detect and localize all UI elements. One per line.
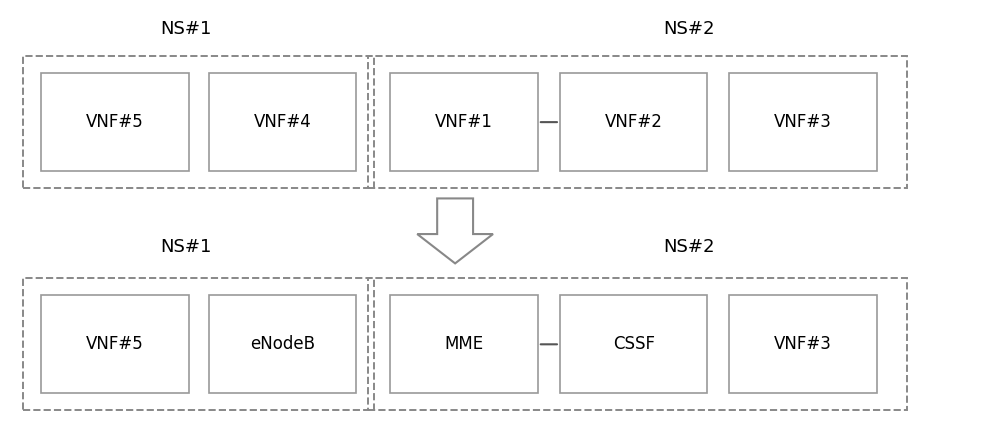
- FancyBboxPatch shape: [729, 295, 877, 393]
- FancyBboxPatch shape: [209, 73, 356, 171]
- Text: VNF#1: VNF#1: [435, 113, 493, 131]
- FancyBboxPatch shape: [390, 73, 538, 171]
- FancyBboxPatch shape: [41, 73, 189, 171]
- Text: NS#1: NS#1: [160, 238, 212, 256]
- FancyBboxPatch shape: [729, 73, 877, 171]
- Text: VNF#3: VNF#3: [774, 113, 832, 131]
- FancyBboxPatch shape: [390, 295, 538, 393]
- FancyBboxPatch shape: [41, 295, 189, 393]
- Text: VNF#3: VNF#3: [774, 335, 832, 353]
- Text: VNF#4: VNF#4: [254, 113, 311, 131]
- Text: NS#2: NS#2: [664, 20, 715, 38]
- Polygon shape: [417, 198, 493, 263]
- FancyBboxPatch shape: [560, 295, 707, 393]
- Text: VNF#5: VNF#5: [86, 113, 144, 131]
- Text: MME: MME: [445, 335, 484, 353]
- Text: CSSF: CSSF: [613, 335, 655, 353]
- FancyBboxPatch shape: [560, 73, 707, 171]
- Text: VNF#5: VNF#5: [86, 335, 144, 353]
- Text: NS#2: NS#2: [664, 238, 715, 256]
- Text: eNodeB: eNodeB: [250, 335, 315, 353]
- Text: VNF#2: VNF#2: [605, 113, 663, 131]
- FancyBboxPatch shape: [209, 295, 356, 393]
- Text: NS#1: NS#1: [160, 20, 212, 38]
